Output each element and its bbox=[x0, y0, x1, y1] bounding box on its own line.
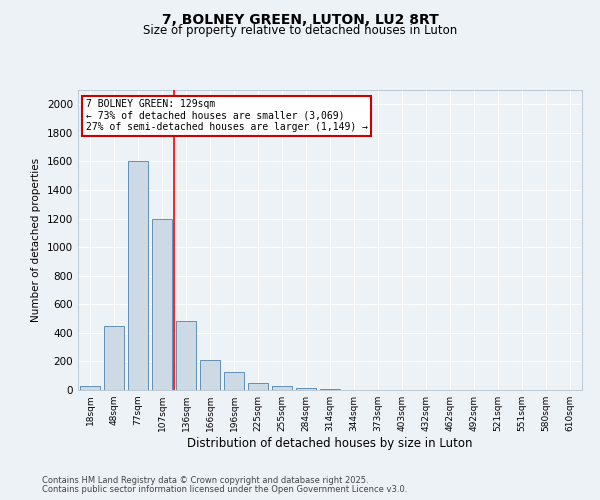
Text: Size of property relative to detached houses in Luton: Size of property relative to detached ho… bbox=[143, 24, 457, 37]
Bar bbox=[200, 360, 220, 390]
Bar bbox=[272, 386, 292, 390]
Bar bbox=[128, 162, 148, 390]
Text: Contains HM Land Registry data © Crown copyright and database right 2025.: Contains HM Land Registry data © Crown c… bbox=[42, 476, 368, 485]
X-axis label: Distribution of detached houses by size in Luton: Distribution of detached houses by size … bbox=[187, 437, 473, 450]
Bar bbox=[176, 322, 196, 390]
Bar bbox=[224, 372, 244, 390]
Text: 7 BOLNEY GREEN: 129sqm
← 73% of detached houses are smaller (3,069)
27% of semi-: 7 BOLNEY GREEN: 129sqm ← 73% of detached… bbox=[86, 99, 368, 132]
Bar bbox=[248, 383, 268, 390]
Bar bbox=[320, 389, 340, 390]
Text: 7, BOLNEY GREEN, LUTON, LU2 8RT: 7, BOLNEY GREEN, LUTON, LU2 8RT bbox=[161, 12, 439, 26]
Bar bbox=[104, 326, 124, 390]
Bar bbox=[80, 386, 100, 390]
Y-axis label: Number of detached properties: Number of detached properties bbox=[31, 158, 41, 322]
Bar bbox=[152, 218, 172, 390]
Bar bbox=[296, 388, 316, 390]
Text: Contains public sector information licensed under the Open Government Licence v3: Contains public sector information licen… bbox=[42, 485, 407, 494]
